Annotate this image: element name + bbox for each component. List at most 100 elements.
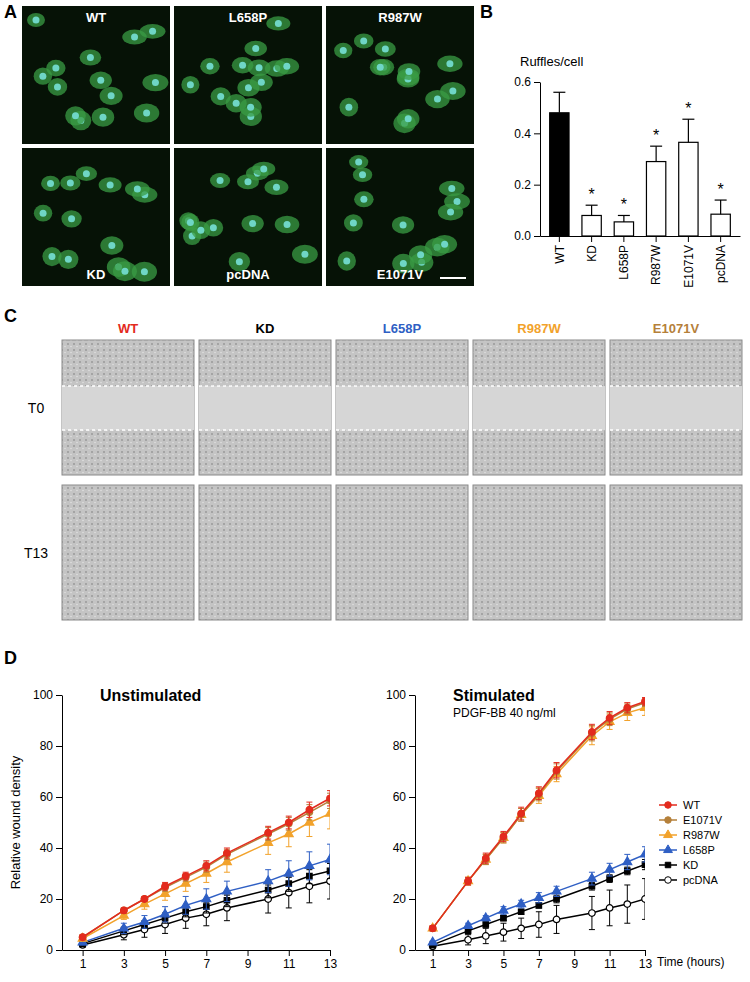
tick-label: 13 [324, 957, 338, 971]
wound-edge [199, 385, 331, 387]
wound-image [336, 485, 468, 620]
error-bar [500, 916, 506, 921]
cell [100, 87, 123, 105]
tick-label: 20 [393, 892, 407, 906]
axis-title: Ruffles/cell [520, 54, 583, 69]
tick-label: 80 [393, 739, 407, 753]
error-cap [715, 199, 727, 200]
error-cap [141, 909, 147, 910]
nucleus [273, 184, 280, 191]
error-bar [553, 92, 565, 113]
marker [641, 849, 645, 857]
error-cap [518, 938, 524, 939]
nucleus [143, 110, 150, 117]
series-line [433, 854, 645, 942]
series-line [433, 703, 645, 929]
tick: 0 [399, 943, 415, 957]
marker [499, 905, 508, 913]
tick-label: KD [585, 245, 599, 262]
series [429, 698, 645, 932]
marker [534, 893, 543, 901]
nucleus [206, 63, 213, 70]
wound-gap [610, 386, 742, 430]
error-cap [121, 934, 127, 935]
legend-marker [665, 802, 672, 809]
error-bar [465, 877, 471, 885]
marker [305, 861, 314, 869]
error-cap [327, 828, 330, 829]
axis-line [416, 950, 646, 951]
error-cap [286, 846, 292, 847]
error-bar [327, 793, 330, 808]
error-cap [536, 800, 542, 801]
nucleus [434, 96, 441, 103]
error-bar [518, 918, 524, 938]
marker [482, 933, 489, 940]
tick-mark [574, 950, 575, 956]
error-cap [224, 872, 230, 873]
cell [200, 58, 219, 75]
error-cap [162, 933, 168, 934]
micrograph-label: R987W [378, 10, 422, 25]
error-cap [203, 882, 209, 883]
tick-label: 0.2 [514, 178, 531, 192]
marker [518, 909, 523, 914]
nucleus [39, 73, 46, 80]
y-axis: 020406080100 [33, 688, 63, 957]
bar [582, 215, 601, 236]
error-cap [162, 923, 168, 924]
error-cap [483, 943, 489, 944]
cell [252, 162, 275, 176]
error-cap [518, 907, 524, 908]
cell [349, 155, 368, 169]
legend-label: WT [683, 799, 700, 811]
tick-label: 5 [162, 957, 169, 971]
error-cap [642, 846, 645, 847]
tick: 0.4 [514, 127, 540, 141]
tick-label: 11 [604, 957, 617, 971]
marker [121, 907, 128, 914]
wound-gap [62, 386, 194, 430]
tick-mark [124, 950, 125, 956]
tick-mark [289, 950, 290, 956]
nucleus [149, 28, 156, 35]
error-bar [162, 884, 168, 892]
series [428, 700, 645, 931]
error-cap [265, 897, 271, 898]
legend-marker [665, 862, 670, 867]
wound-edge [473, 385, 605, 387]
figure: ABCDWTL658PR987WKDpcDNAE1071VWTKDL658PR9… [0, 0, 750, 982]
nucleus [247, 104, 254, 111]
cell [65, 106, 86, 125]
error-cap [607, 729, 613, 730]
tick-label: 0.0 [514, 229, 531, 243]
tick-label: 3 [465, 957, 472, 971]
column-label: E1071V [653, 321, 700, 336]
error-cap [224, 920, 230, 921]
tick-label: 9 [245, 957, 252, 971]
error-cap [265, 840, 271, 841]
cell [46, 60, 65, 77]
nucleus [48, 253, 55, 260]
cell [113, 261, 137, 281]
error-cap [203, 925, 209, 926]
tick-label: 80 [40, 739, 54, 753]
legend-marker [664, 830, 673, 838]
error-cap [224, 848, 230, 849]
cell [210, 173, 230, 188]
error-cap [327, 805, 330, 806]
error-bar [518, 909, 524, 914]
series [428, 847, 645, 945]
micrograph-image [326, 148, 474, 286]
tick-label: 40 [393, 841, 407, 855]
error-cap [624, 712, 630, 713]
cell [438, 204, 463, 221]
error-cap [203, 888, 209, 889]
nucleus [377, 64, 384, 71]
nucleus [249, 220, 256, 227]
error-cap [500, 842, 506, 843]
x-axis: 135791113 [416, 950, 653, 971]
legend: WTE1071VR987WL658PKDpcDNA [659, 799, 723, 886]
error-cap [306, 879, 312, 880]
marker [605, 865, 614, 873]
